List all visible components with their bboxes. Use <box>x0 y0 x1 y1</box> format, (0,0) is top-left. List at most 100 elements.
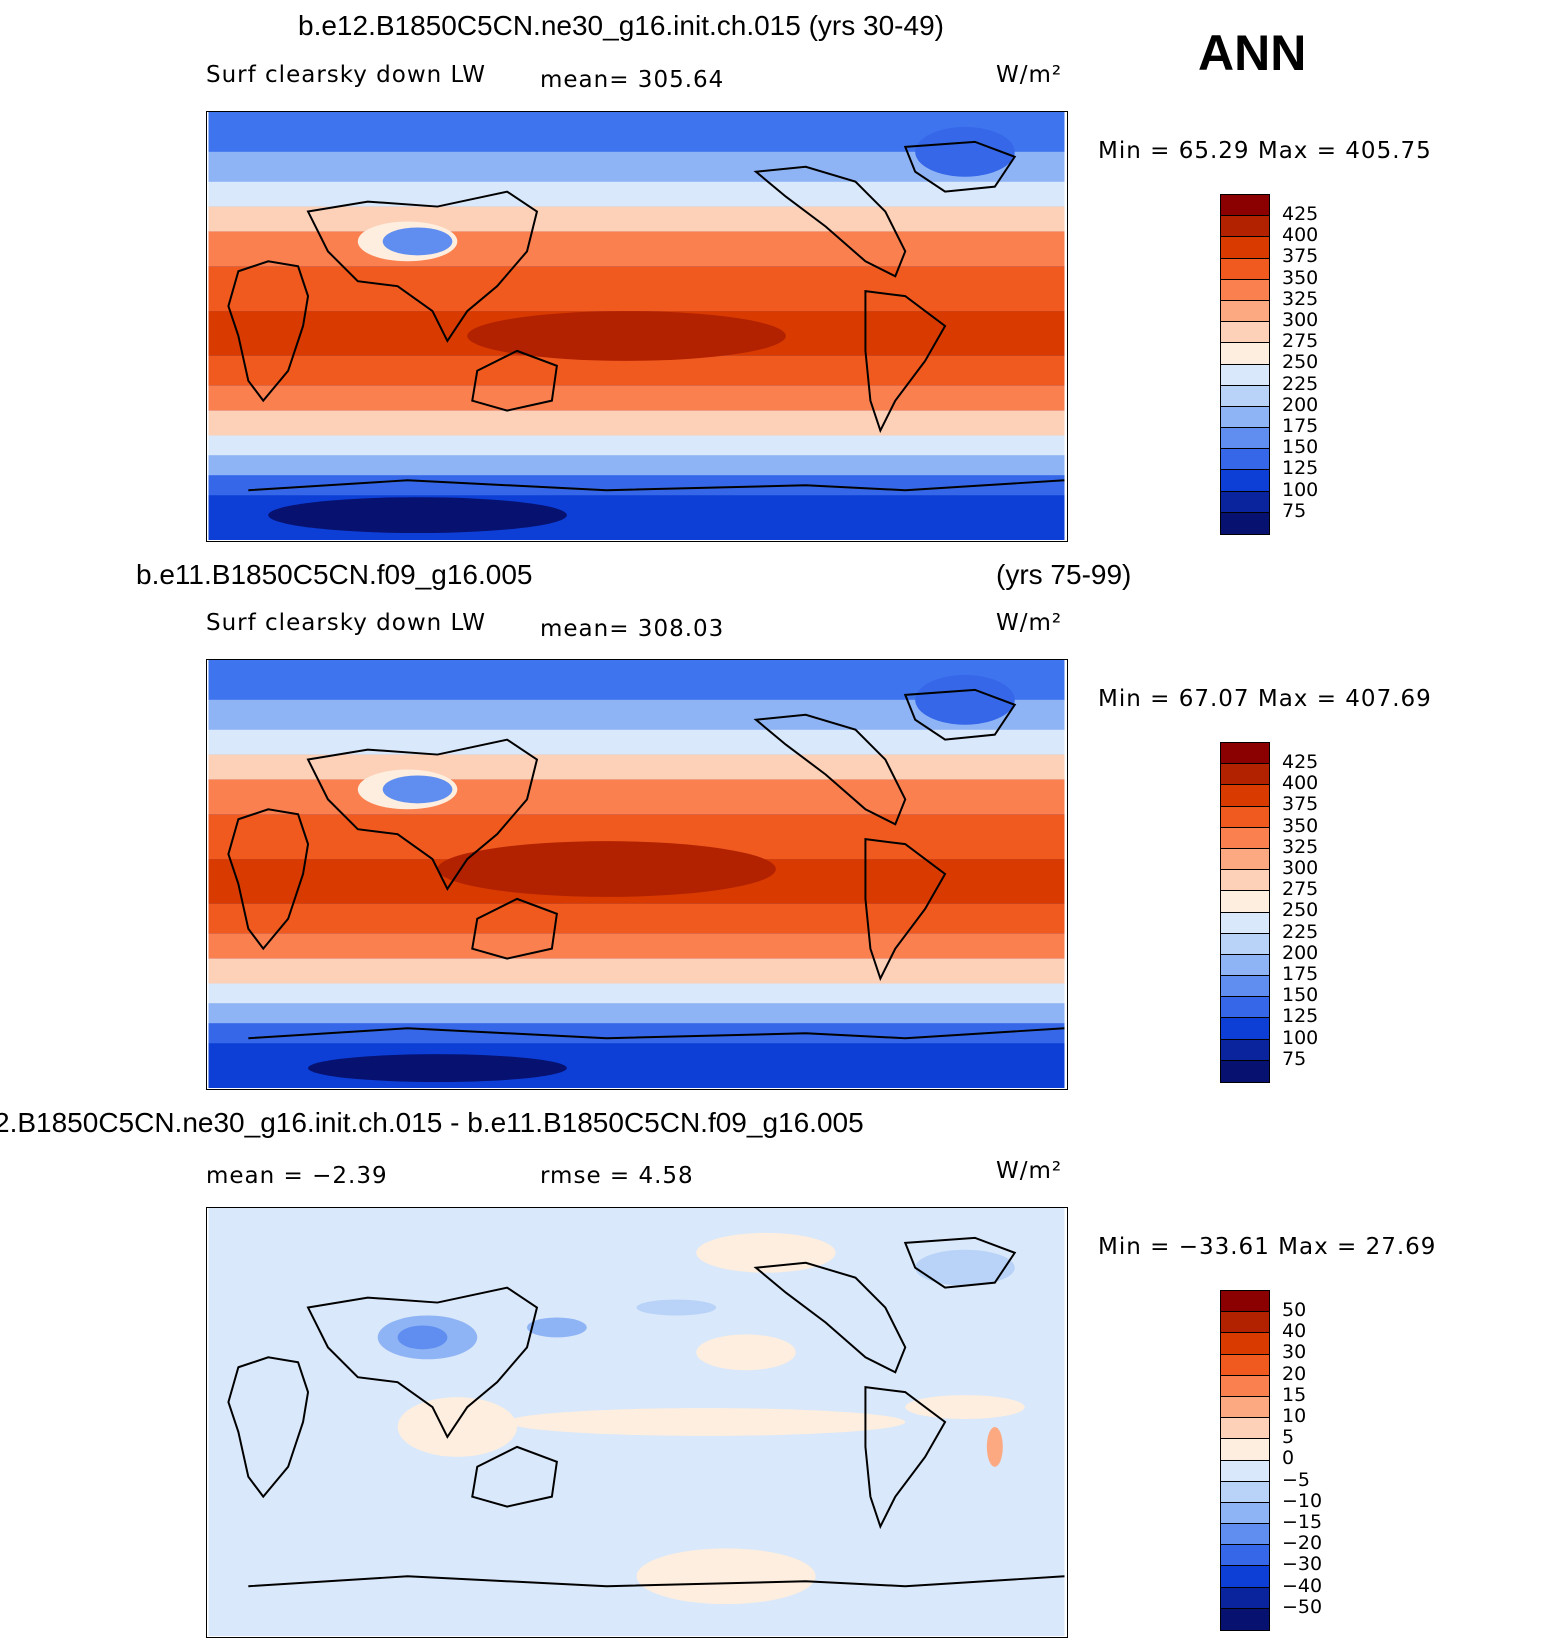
colorbar-label: 300 <box>1282 309 1319 332</box>
colorbar-swatch <box>1221 1396 1269 1419</box>
panel3-rmse-label: rmse = 4.58 <box>540 1163 694 1189</box>
colorbar-label: 75 <box>1282 499 1307 522</box>
colorbar-label: 125 <box>1282 1005 1319 1028</box>
panel1-minmax: Min = 65.29 Max = 405.75 <box>1098 138 1432 164</box>
colorbar-swatch <box>1221 1587 1269 1609</box>
colorbar-label: 275 <box>1282 878 1319 901</box>
colorbar-swatch <box>1221 385 1269 407</box>
colorbar-swatch <box>1221 1375 1269 1397</box>
colorbar-label: 15 <box>1282 1383 1307 1406</box>
colorbar-label: 125 <box>1282 457 1319 480</box>
colorbar-swatch <box>1221 976 1269 998</box>
panel3-title: 2.B1850C5CN.ne30_g16.init.ch.015 - b.e11… <box>0 1107 864 1138</box>
panel2-colorbar <box>1220 742 1270 1083</box>
colorbar-swatch <box>1221 954 1269 977</box>
colorbar-label: 100 <box>1282 1026 1319 1049</box>
panel1-mean-label: mean= 305.64 <box>540 67 725 93</box>
colorbar-label: 40 <box>1282 1320 1307 1343</box>
panel2-years: (yrs 75-99) <box>996 559 1132 590</box>
colorbar-swatch <box>1221 279 1269 301</box>
colorbar-swatch <box>1221 322 1269 344</box>
colorbar-swatch <box>1221 491 1269 513</box>
panel3-units: W/m² <box>996 1158 1063 1184</box>
panel1-colorbar-labels: 425 400 375 350 325 300 275 250 225 200 … <box>1282 203 1319 522</box>
colorbar-label: −20 <box>1282 1532 1323 1555</box>
colorbar-label: 375 <box>1282 793 1319 816</box>
colorbar-swatch <box>1221 449 1269 471</box>
colorbar-label: 400 <box>1282 772 1319 795</box>
colorbar-swatch <box>1221 827 1269 849</box>
colorbar-label: 75 <box>1282 1047 1307 1070</box>
colorbar-swatch <box>1221 512 1269 534</box>
colorbar-label: 30 <box>1282 1341 1307 1364</box>
colorbar-swatch <box>1221 891 1269 913</box>
colorbar-label: 375 <box>1282 245 1319 268</box>
colorbar-label: 150 <box>1282 436 1319 459</box>
colorbar-swatch <box>1221 470 1269 492</box>
colorbar-swatch <box>1221 1418 1269 1440</box>
colorbar-swatch <box>1221 997 1269 1019</box>
colorbar-swatch <box>1221 1018 1269 1040</box>
colorbar-label: 425 <box>1282 751 1319 773</box>
colorbar-label: 325 <box>1282 287 1319 310</box>
colorbar-label: 20 <box>1282 1362 1307 1385</box>
panel1-title: b.e12.B1850C5CN.ne30_g16.init.ch.015 (yr… <box>298 10 944 41</box>
colorbar-swatch <box>1221 870 1269 892</box>
colorbar-label: 225 <box>1282 372 1319 395</box>
colorbar-swatch <box>1221 1291 1269 1313</box>
panel3-minmax: Min = −33.61 Max = 27.69 <box>1098 1234 1437 1260</box>
colorbar-label: 350 <box>1282 266 1319 289</box>
colorbar-label: −5 <box>1282 1468 1311 1491</box>
colorbar-swatch <box>1221 1502 1269 1525</box>
panel2-colorbar-labels: 425 400 375 350 325 300 275 250 225 200 … <box>1282 751 1319 1070</box>
panel2-map <box>206 659 1068 1090</box>
colorbar-swatch <box>1221 1566 1269 1588</box>
colorbar-label: 425 <box>1282 203 1319 225</box>
panel1-variable-label: Surf clearsky down LW <box>206 62 486 88</box>
panel2-title: b.e11.B1850C5CN.f09_g16.005 <box>136 559 533 590</box>
colorbar-label: 150 <box>1282 984 1319 1007</box>
colorbar-label: 175 <box>1282 415 1319 438</box>
colorbar-label: 0 <box>1282 1447 1295 1470</box>
colorbar-label: 10 <box>1282 1405 1307 1428</box>
colorbar-swatch <box>1221 764 1269 786</box>
colorbar-label: 5 <box>1282 1426 1295 1449</box>
colorbar-swatch <box>1221 806 1269 828</box>
panel2-variable-label: Surf clearsky down LW <box>206 610 486 636</box>
colorbar-label: 100 <box>1282 478 1319 501</box>
colorbar-swatch <box>1221 1060 1269 1082</box>
colorbar-label: 400 <box>1282 224 1319 247</box>
colorbar-swatch <box>1221 343 1269 365</box>
colorbar-swatch <box>1221 912 1269 934</box>
colorbar-swatch <box>1221 195 1269 217</box>
colorbar-swatch <box>1221 300 1269 323</box>
panel1-units: W/m² <box>996 62 1063 88</box>
panel2-units: W/m² <box>996 610 1063 636</box>
colorbar-swatch <box>1221 1333 1269 1355</box>
colorbar-swatch <box>1221 1354 1269 1376</box>
colorbar-label: −10 <box>1282 1489 1323 1512</box>
colorbar-swatch <box>1221 428 1269 450</box>
colorbar-label: −30 <box>1282 1553 1323 1576</box>
colorbar-swatch <box>1221 848 1269 871</box>
panel3-map <box>206 1207 1068 1638</box>
colorbar-label: 250 <box>1282 899 1319 922</box>
colorbar-swatch <box>1221 1439 1269 1461</box>
colorbar-swatch <box>1221 785 1269 807</box>
colorbar-swatch <box>1221 1524 1269 1546</box>
colorbar-swatch <box>1221 258 1269 280</box>
panel2-minmax: Min = 67.07 Max = 407.69 <box>1098 686 1432 712</box>
colorbar-label: −15 <box>1282 1511 1323 1534</box>
colorbar-label: 225 <box>1282 920 1319 943</box>
panel1-map <box>206 111 1068 542</box>
colorbar-label: 175 <box>1282 963 1319 986</box>
season-label: ANN <box>1198 25 1307 81</box>
panel3-colorbar-labels: 50 40 30 20 15 10 5 0 −5 −10 −15 −20 −30… <box>1282 1299 1323 1618</box>
colorbar-swatch <box>1221 1545 1269 1567</box>
colorbar-swatch <box>1221 216 1269 238</box>
colorbar-label: 350 <box>1282 814 1319 837</box>
panel3-mean-label: mean = −2.39 <box>206 1163 388 1189</box>
colorbar-swatch <box>1221 1460 1269 1482</box>
colorbar-label: 200 <box>1282 393 1319 416</box>
colorbar-label: 200 <box>1282 941 1319 964</box>
